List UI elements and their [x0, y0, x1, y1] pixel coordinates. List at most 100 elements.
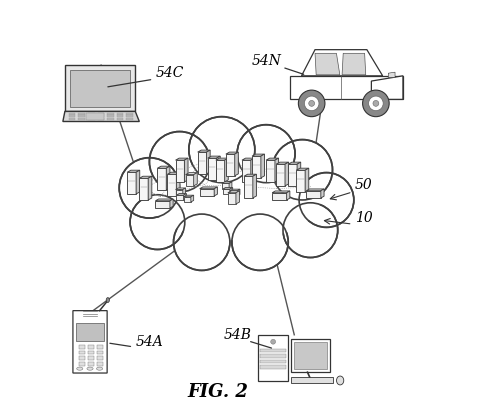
Text: FIG. 2: FIG. 2	[188, 383, 248, 401]
Circle shape	[272, 140, 332, 200]
Polygon shape	[305, 168, 309, 192]
Polygon shape	[126, 113, 133, 115]
Polygon shape	[208, 158, 216, 180]
Polygon shape	[88, 356, 94, 360]
Polygon shape	[97, 356, 103, 360]
Polygon shape	[272, 191, 290, 193]
Polygon shape	[69, 113, 75, 115]
Polygon shape	[176, 160, 184, 182]
Text: 54C: 54C	[156, 66, 184, 80]
Polygon shape	[288, 164, 297, 186]
Polygon shape	[176, 194, 186, 195]
Polygon shape	[97, 362, 103, 366]
Polygon shape	[76, 323, 104, 341]
Polygon shape	[372, 76, 403, 100]
Polygon shape	[222, 188, 232, 189]
Polygon shape	[244, 174, 256, 176]
Polygon shape	[260, 349, 286, 353]
Polygon shape	[69, 118, 75, 120]
Polygon shape	[88, 113, 94, 115]
Polygon shape	[290, 76, 403, 100]
Polygon shape	[208, 156, 220, 158]
Polygon shape	[266, 160, 275, 182]
Polygon shape	[170, 199, 173, 208]
Text: 54N: 54N	[252, 54, 282, 68]
Polygon shape	[184, 197, 191, 202]
Polygon shape	[294, 342, 327, 369]
Circle shape	[362, 90, 389, 117]
Polygon shape	[86, 113, 104, 120]
Circle shape	[283, 203, 338, 257]
Polygon shape	[226, 152, 238, 154]
Ellipse shape	[96, 367, 102, 370]
Polygon shape	[306, 189, 324, 191]
Polygon shape	[297, 162, 300, 186]
Polygon shape	[292, 377, 333, 384]
Ellipse shape	[336, 376, 344, 385]
Polygon shape	[222, 182, 232, 184]
Polygon shape	[186, 175, 194, 186]
Polygon shape	[276, 164, 285, 186]
Polygon shape	[176, 172, 180, 196]
Polygon shape	[261, 154, 264, 178]
Circle shape	[298, 90, 325, 117]
Polygon shape	[230, 188, 232, 194]
Polygon shape	[266, 158, 278, 160]
Polygon shape	[128, 172, 136, 194]
Circle shape	[130, 195, 185, 249]
Polygon shape	[216, 160, 224, 182]
Ellipse shape	[87, 367, 93, 370]
Polygon shape	[222, 189, 230, 194]
Circle shape	[150, 131, 210, 192]
Polygon shape	[69, 115, 75, 118]
Polygon shape	[216, 158, 228, 160]
Polygon shape	[253, 174, 256, 198]
Polygon shape	[88, 115, 94, 118]
FancyBboxPatch shape	[73, 310, 107, 373]
Text: 50: 50	[354, 178, 372, 192]
Polygon shape	[292, 339, 330, 372]
Text: 54B: 54B	[224, 328, 252, 342]
Polygon shape	[166, 166, 170, 190]
Polygon shape	[88, 118, 94, 120]
Circle shape	[368, 96, 383, 111]
Circle shape	[174, 214, 230, 271]
Polygon shape	[224, 158, 228, 182]
Circle shape	[373, 100, 379, 106]
Polygon shape	[296, 168, 309, 170]
Polygon shape	[184, 158, 188, 182]
Polygon shape	[275, 158, 278, 182]
Polygon shape	[194, 173, 198, 186]
Polygon shape	[234, 152, 238, 176]
Polygon shape	[78, 118, 85, 120]
Polygon shape	[198, 150, 210, 152]
Polygon shape	[168, 174, 176, 196]
Polygon shape	[321, 189, 324, 198]
Polygon shape	[88, 345, 94, 349]
Polygon shape	[252, 154, 264, 156]
Polygon shape	[108, 115, 114, 118]
Polygon shape	[229, 182, 232, 189]
Polygon shape	[156, 199, 173, 201]
Polygon shape	[342, 53, 365, 75]
Polygon shape	[296, 170, 305, 192]
Polygon shape	[183, 188, 186, 195]
Polygon shape	[388, 72, 395, 78]
Polygon shape	[200, 189, 214, 196]
Text: 10: 10	[354, 211, 372, 225]
Polygon shape	[306, 191, 321, 198]
Polygon shape	[156, 201, 170, 208]
Polygon shape	[79, 362, 85, 366]
Circle shape	[119, 158, 180, 218]
Polygon shape	[191, 195, 194, 202]
Polygon shape	[126, 115, 133, 118]
Polygon shape	[88, 362, 94, 366]
Polygon shape	[168, 172, 180, 174]
Polygon shape	[63, 111, 140, 122]
Circle shape	[189, 117, 255, 183]
Polygon shape	[260, 360, 286, 364]
Circle shape	[308, 100, 314, 106]
Polygon shape	[79, 345, 85, 349]
Circle shape	[304, 96, 319, 111]
Polygon shape	[176, 158, 188, 160]
